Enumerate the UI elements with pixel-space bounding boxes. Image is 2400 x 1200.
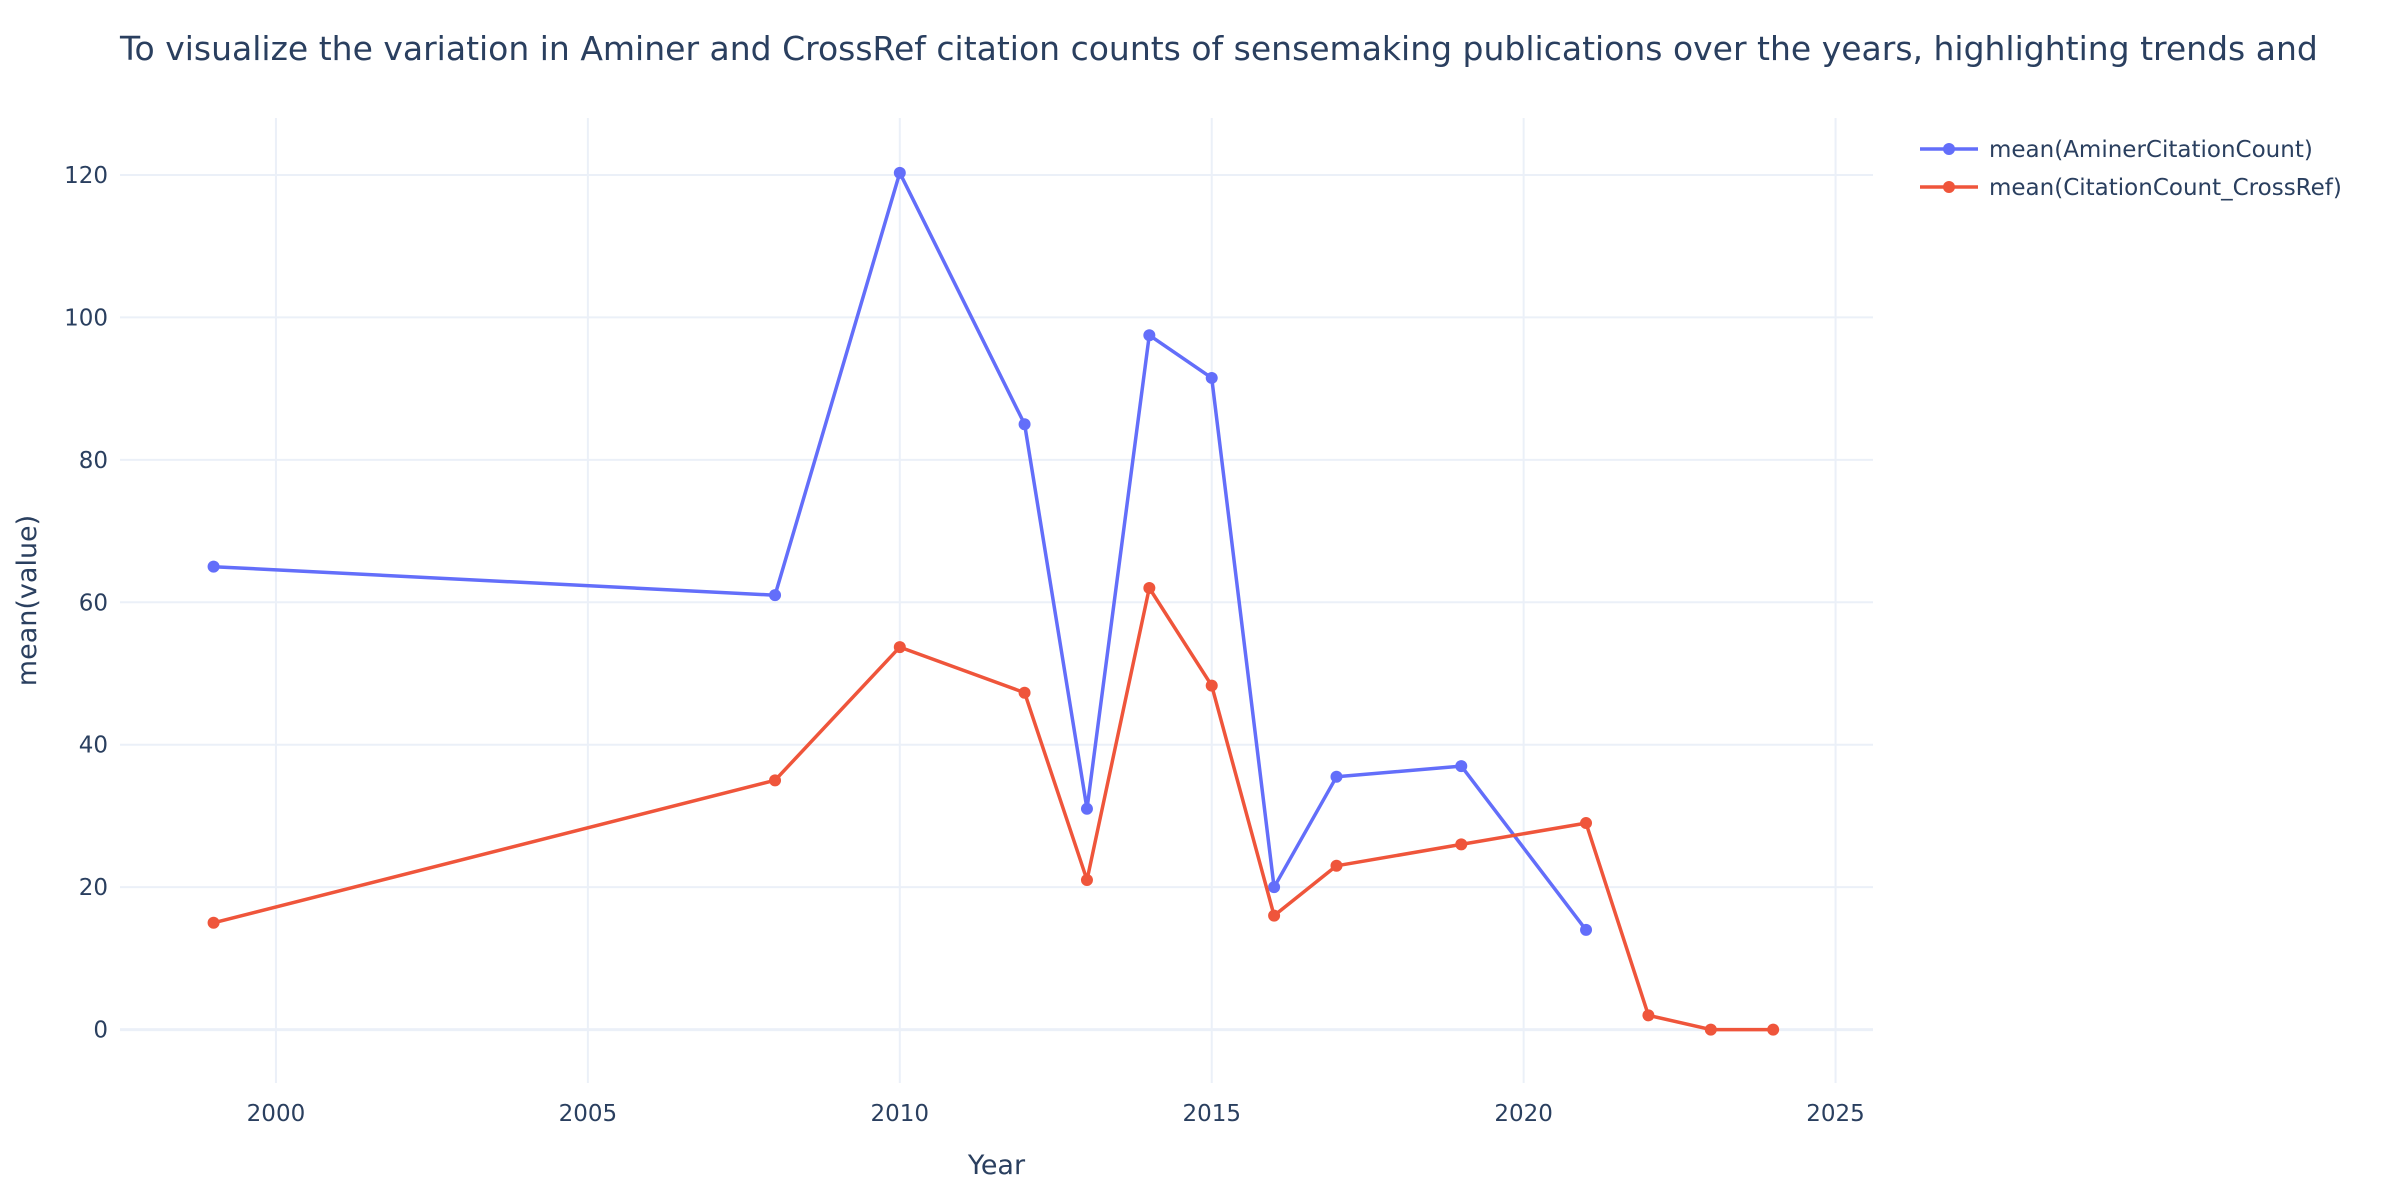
grid-lines: [120, 118, 1873, 1083]
data-point[interactable]: [769, 774, 782, 787]
data-point[interactable]: [1018, 686, 1031, 699]
legend[interactable]: mean(AminerCitationCount) mean(CitationCo…: [1920, 137, 2342, 201]
data-point[interactable]: [207, 560, 220, 573]
data-point[interactable]: [1080, 802, 1093, 815]
x-tick-label: 2020: [1494, 1101, 1553, 1127]
y-tick-label: 40: [79, 733, 108, 759]
x-axis-ticks: 2000 2005 2010 2015 2020 2025: [247, 1101, 1865, 1127]
data-point[interactable]: [1143, 582, 1156, 595]
data-point[interactable]: [1642, 1009, 1655, 1022]
data-point[interactable]: [1580, 923, 1593, 936]
y-axis-ticks: 0 20 40 60 80 100 120: [64, 163, 108, 1044]
y-tick-label: 20: [79, 875, 108, 901]
data-point[interactable]: [1455, 760, 1468, 773]
data-point[interactable]: [1268, 881, 1281, 894]
data-point[interactable]: [1455, 838, 1468, 851]
legend-item[interactable]: mean(AminerCitationCount): [1920, 137, 2313, 163]
data-point[interactable]: [207, 916, 220, 929]
data-point[interactable]: [1704, 1023, 1717, 1036]
legend-marker: [1943, 143, 1955, 155]
data-point[interactable]: [1080, 874, 1093, 887]
legend-label: mean(AminerCitationCount): [1989, 137, 2313, 163]
x-tick-label: 2005: [559, 1101, 618, 1127]
y-axis-title: mean(value): [12, 515, 43, 686]
x-tick-label: 2000: [247, 1101, 306, 1127]
series-line: [213, 586, 1774, 1032]
series-lines: [207, 166, 1780, 1036]
y-tick-label: 100: [64, 305, 108, 331]
data-point[interactable]: [1330, 770, 1343, 783]
data-point[interactable]: [893, 166, 906, 179]
data-point[interactable]: [1330, 859, 1343, 872]
x-tick-label: 2015: [1182, 1101, 1241, 1127]
x-tick-label: 2025: [1806, 1101, 1865, 1127]
legend-item[interactable]: mean(CitationCount_CrossRef): [1920, 175, 2342, 201]
data-point[interactable]: [1580, 817, 1593, 830]
y-tick-label: 60: [79, 590, 108, 616]
data-point[interactable]: [769, 589, 782, 602]
y-tick-label: 0: [93, 1018, 108, 1044]
data-point[interactable]: [1205, 371, 1218, 384]
data-point[interactable]: [893, 641, 906, 654]
data-point[interactable]: [1205, 679, 1218, 692]
data-point[interactable]: [1268, 909, 1281, 922]
series-0: [207, 166, 1593, 936]
legend-marker: [1943, 181, 1955, 193]
y-tick-label: 120: [64, 163, 108, 189]
data-point[interactable]: [1143, 329, 1156, 342]
data-point[interactable]: [1767, 1023, 1780, 1036]
legend-label: mean(CitationCount_CrossRef): [1989, 175, 2342, 201]
y-tick-label: 80: [79, 448, 108, 474]
chart-title: To visualize the variation in Aminer and…: [119, 29, 2318, 68]
series-1: [207, 582, 1780, 1036]
x-axis-title: Year: [967, 1150, 1026, 1181]
data-point[interactable]: [1018, 418, 1031, 431]
x-tick-label: 2010: [871, 1101, 930, 1127]
